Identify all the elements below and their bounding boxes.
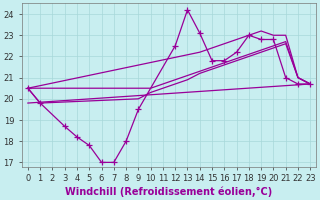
X-axis label: Windchill (Refroidissement éolien,°C): Windchill (Refroidissement éolien,°C) bbox=[65, 186, 273, 197]
